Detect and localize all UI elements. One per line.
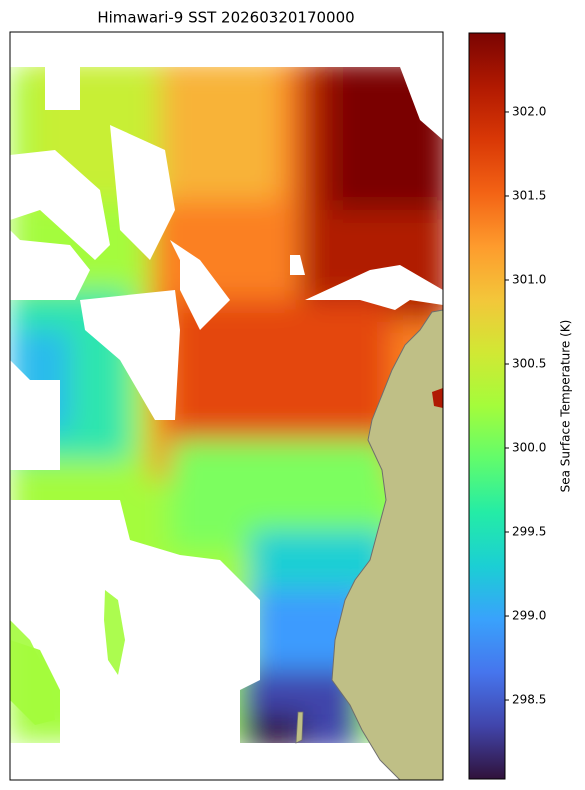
colorbar-tick-label: 299.0: [512, 609, 546, 623]
land: [331, 309, 443, 780]
coastal-pixels: [432, 388, 443, 408]
colorbar-ramp: [468, 32, 506, 780]
colorbar-label: Sea Surface Temperature (K): [559, 320, 573, 493]
colorbar: 298.5 299.0 299.5 300.0 300.5 301.0 301.5 302.0: [468, 32, 546, 780]
map-frame: [9, 31, 444, 781]
colorbar-tick-label: 298.5: [512, 693, 546, 707]
map-title: Himawari-9 SST 20260320170000: [97, 9, 354, 27]
colorbar-tick-label: 302.0: [512, 104, 546, 118]
colorbar-tick-label: 301.0: [512, 272, 546, 286]
colorbar-tick-label: 299.5: [512, 525, 546, 539]
colorbar-tick-label: 300.0: [512, 441, 546, 455]
island: [295, 711, 304, 744]
colorbar-tick-label: 301.5: [512, 188, 546, 202]
sst-field: [10, 32, 443, 780]
colorbar-tick-label: 300.5: [512, 356, 546, 370]
